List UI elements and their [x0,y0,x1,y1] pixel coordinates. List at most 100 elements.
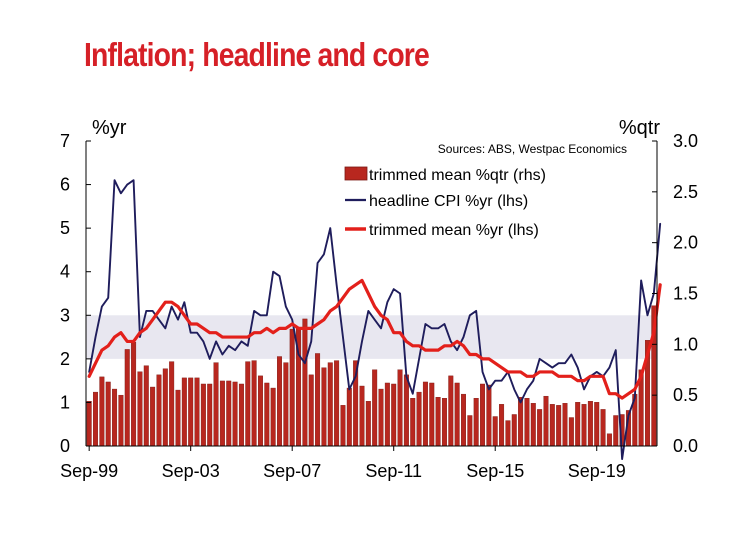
bar-trimmed-qtr [505,420,511,447]
bar-trimmed-qtr [251,360,257,447]
right-tick-label: 1.5 [673,284,698,304]
bar-trimmed-qtr [524,398,530,447]
bar-trimmed-qtr [594,402,600,447]
bar-trimmed-qtr [429,382,435,447]
bar-trimmed-qtr [150,386,156,447]
left-tick-label: 7 [60,131,70,151]
bar-trimmed-qtr [365,401,371,447]
left-axis-unit: %yr [92,117,127,139]
bar-trimmed-qtr [613,415,619,447]
x-tick-label: Sep-99 [60,461,118,481]
bar-trimmed-qtr [181,377,187,447]
page-title: Inflation; headline and core [84,36,430,73]
bar-trimmed-qtr [86,401,92,447]
bar-trimmed-qtr [486,384,492,447]
bar-trimmed-qtr [137,371,143,447]
bar-trimmed-qtr [581,404,587,447]
bar-trimmed-qtr [473,398,479,447]
bar-trimmed-qtr [334,360,340,447]
bar-trimmed-qtr [277,356,282,447]
line-headline-cpi [88,179,662,461]
bar-trimmed-qtr [200,383,206,447]
bar-trimmed-qtr [372,369,378,447]
x-tick-label: Sep-03 [162,461,220,481]
right-tick-label: 1.0 [673,334,698,354]
bar-trimmed-qtr [162,368,168,447]
bar-trimmed-qtr [397,369,403,447]
bar-trimmed-qtr [226,380,232,447]
bar-trimmed-qtr [327,362,333,447]
right-tick-label: 2.0 [673,233,698,253]
bar-trimmed-qtr [568,417,574,447]
bar-trimmed-qtr [448,375,454,447]
bar-trimmed-qtr [131,342,137,447]
bar-trimmed-qtr [511,414,517,447]
bar-trimmed-qtr [213,362,219,447]
x-tick-label: Sep-15 [466,461,524,481]
line-trimmed-mean-yr [87,278,662,400]
bar-trimmed-qtr [562,403,568,447]
bar-trimmed-qtr [556,405,562,447]
bar-trimmed-qtr [308,374,314,447]
bar-trimmed-qtr [175,389,181,447]
bar-trimmed-qtr [194,377,200,447]
legend-label-headline: headline CPI %yr (lhs) [369,193,528,210]
right-tick-label: 3.0 [673,131,698,151]
bar-trimmed-qtr [188,377,194,447]
bar-trimmed-qtr [257,375,263,447]
bar-trimmed-qtr [207,383,213,447]
right-tick-label: 0.0 [673,436,698,456]
source-note: Sources: ABS, Westpac Economics [438,142,627,156]
bar-trimmed-qtr [499,404,505,447]
bar-trimmed-qtr [315,353,321,447]
legend: trimmed mean %qtr (rhs) headline CPI %yr… [344,166,546,239]
bar-trimmed-qtr [105,381,111,447]
left-tick-label: 1 [60,392,70,412]
target-band [86,315,657,359]
bar-trimmed-qtr [391,383,397,447]
bar-trimmed-qtr [461,393,466,447]
right-tick-label: 0.5 [673,385,698,405]
bar-trimmed-qtr [112,388,118,447]
bar-trimmed-qtr [587,401,593,447]
legend-label-trimmed-qtr: trimmed mean %qtr (rhs) [369,167,546,184]
bar-trimmed-qtr [480,383,486,447]
legend-bar-swatch [344,166,368,181]
left-tick-label: 0 [60,436,70,456]
right-axis-unit: %qtr [619,117,660,139]
bar-trimmed-qtr [492,416,498,447]
bar-trimmed-qtr [289,328,295,447]
legend-label-trimmed-yr: trimmed mean %yr (lhs) [369,222,539,239]
bar-trimmed-qtr [169,361,175,447]
bar-trimmed-qtr [543,395,549,447]
bar-trimmed-qtr [378,388,384,447]
bar-trimmed-qtr [118,394,124,447]
bar-trimmed-qtr [232,381,238,447]
x-tick-label: Sep-19 [568,461,626,481]
bar-trimmed-qtr [340,405,346,447]
x-tick-label: Sep-07 [263,461,321,481]
bar-trimmed-qtr [93,391,99,447]
bar-trimmed-qtr [600,409,606,447]
bar-trimmed-qtr [219,380,225,447]
left-tick-label: 3 [60,305,70,325]
bar-trimmed-qtr [422,381,428,447]
bar-trimmed-qtr [403,374,409,447]
bar-trimmed-qtr [384,382,390,447]
bar-trimmed-qtr [359,385,365,447]
bar-trimmed-qtr [518,397,524,447]
bar-trimmed-qtr [99,376,105,447]
left-tick-label: 5 [60,218,70,238]
bar-trimmed-qtr [416,391,422,447]
bar-trimmed-qtr [537,409,543,447]
bar-trimmed-qtr [530,403,536,447]
left-tick-label: 6 [60,175,70,195]
right-tick-label: 2.5 [673,182,698,202]
bar-trimmed-qtr [270,387,276,447]
bar-trimmed-qtr [346,387,352,447]
bar-trimmed-qtr [238,383,244,447]
bar-trimmed-qtr [606,433,612,447]
bar-trimmed-qtr [454,382,460,447]
bar-trimmed-qtr [156,374,162,447]
